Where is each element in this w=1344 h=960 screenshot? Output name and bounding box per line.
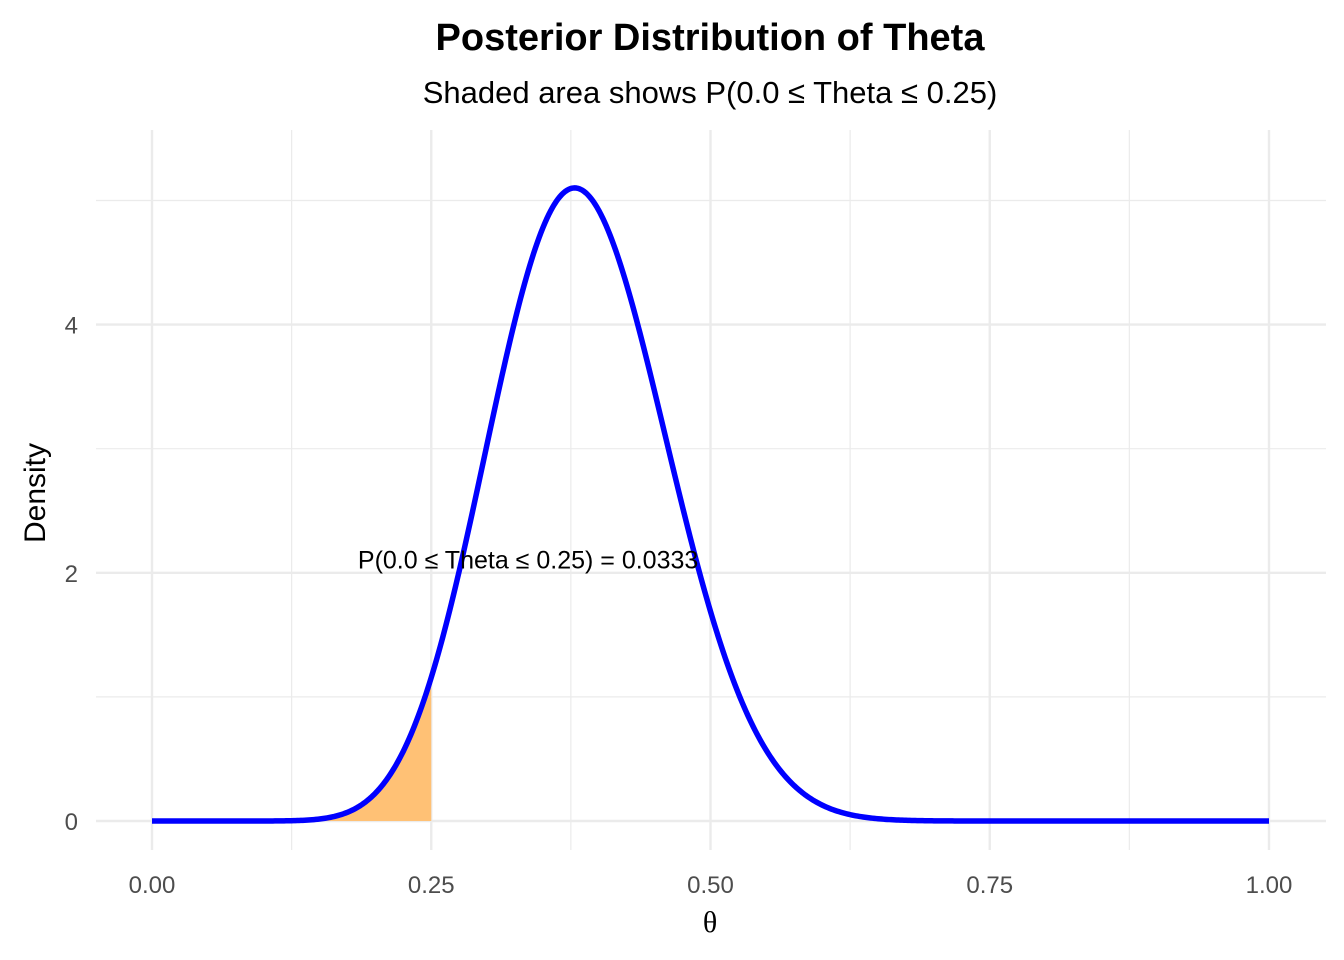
grid <box>96 130 1326 850</box>
x-tick-label: 0.25 <box>408 872 455 899</box>
density-curve-line <box>151 185 1270 824</box>
x-tick-label: 1.00 <box>1246 872 1293 899</box>
chart-subtitle: Shaded area shows P(0.0 ≤ Theta ≤ 0.25) <box>423 75 998 110</box>
x-tick-label: 0.00 <box>129 872 176 899</box>
y-tick-label: 0 <box>65 809 78 836</box>
probability-annotation: P(0.0 ≤ Theta ≤ 0.25) = 0.0333 <box>358 546 698 574</box>
shaded-area-path <box>152 677 432 821</box>
x-tick-label: 0.75 <box>966 872 1013 899</box>
y-tick-label: 4 <box>65 313 78 340</box>
y-axis-ticks: 0 2 4 <box>65 313 78 836</box>
annotation-layer: P(0.0 ≤ Theta ≤ 0.25) = 0.0333 <box>358 546 698 574</box>
density-curve <box>151 185 1270 824</box>
x-axis-ticks: 0.00 0.25 0.50 0.75 1.00 <box>129 872 1293 899</box>
shaded-probability-area <box>152 677 432 821</box>
y-tick-label: 2 <box>65 561 78 588</box>
y-axis-title: Density <box>19 443 52 543</box>
chart-title: Posterior Distribution of Theta <box>436 17 986 59</box>
x-axis-title: θ <box>703 906 717 939</box>
x-tick-label: 0.50 <box>687 872 734 899</box>
